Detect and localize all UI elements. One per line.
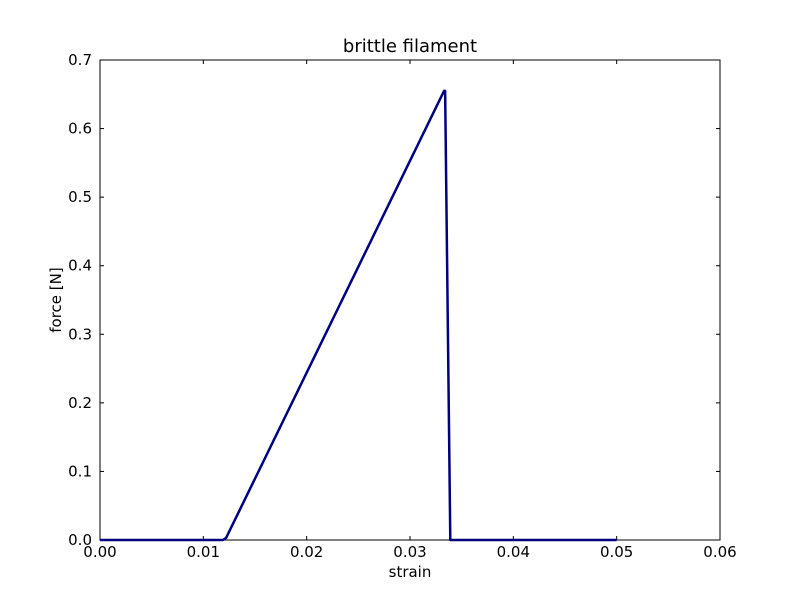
x-tick-label: 0.02 [290,543,323,561]
x-tick-label: 0.01 [187,543,220,561]
y-axis: 0.0 0.1 0.2 0.3 0.4 0.5 0.6 0.7 [68,51,720,549]
y-tick-label: 0.7 [68,51,92,69]
y-tick-label: 0.6 [68,120,92,138]
x-tick-label: 0.03 [393,543,426,561]
y-tick-label: 0.4 [68,257,92,275]
series-layer [100,89,617,542]
y-tick-label: 0.0 [68,531,92,549]
x-tick-label: 0.04 [497,543,530,561]
x-axis: 0.00 0.01 0.02 0.03 0.04 0.05 0.06 [83,60,737,561]
series-line-0 [100,89,617,542]
plot-area [99,59,721,541]
x-tick-label: 0.05 [600,543,633,561]
x-axis-label: strain [389,563,432,581]
x-tick-label: 0.06 [703,543,736,561]
chart-title: brittle filament [343,36,477,57]
y-tick-label: 0.3 [68,325,92,343]
y-tick-label: 0.1 [68,462,92,480]
y-tick-label: 0.5 [68,188,92,206]
x-tick-label: 0.00 [83,543,116,561]
y-tick-label: 0.2 [68,394,92,412]
y-axis-label: force [N] [47,267,65,332]
